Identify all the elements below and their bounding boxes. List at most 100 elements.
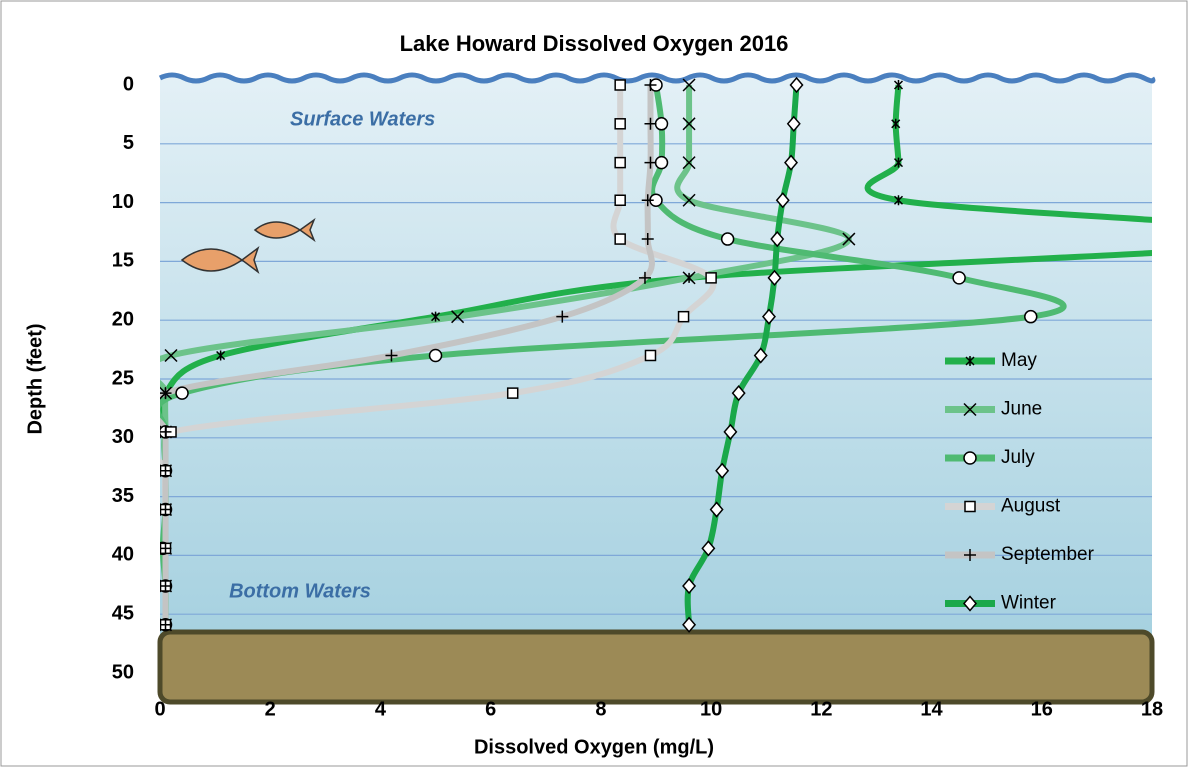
marker	[556, 310, 569, 323]
marker	[614, 79, 626, 91]
annotation: Surface Waters	[290, 108, 435, 130]
marker	[963, 402, 977, 417]
marker	[160, 579, 172, 592]
legend-label: August	[1001, 496, 1061, 517]
marker	[715, 462, 730, 479]
marker	[786, 115, 801, 132]
marker	[641, 194, 654, 207]
x-tick-label: 2	[265, 698, 276, 720]
x-tick-label: 8	[595, 698, 606, 720]
marker	[428, 348, 443, 363]
marker	[644, 117, 657, 130]
y-axis-title: Depth (feet)	[24, 323, 46, 434]
marker	[761, 308, 776, 325]
marker	[160, 618, 172, 631]
marker	[963, 595, 977, 612]
marker	[965, 356, 975, 366]
y-tick-label: 30	[112, 426, 134, 448]
marker	[614, 233, 626, 245]
x-tick-label: 10	[700, 698, 722, 720]
marker	[641, 233, 654, 246]
marker	[891, 118, 901, 129]
marker	[842, 232, 856, 246]
marker	[614, 194, 626, 206]
annotation: Bottom Waters	[229, 580, 371, 602]
marker	[160, 464, 172, 477]
marker	[964, 500, 976, 513]
marker	[963, 451, 977, 465]
marker	[506, 387, 519, 399]
y-tick-label: 15	[112, 250, 134, 272]
marker	[709, 501, 724, 518]
x-tick-label: 12	[810, 698, 832, 720]
marker	[385, 349, 398, 362]
x-axis-title: Dissolved Oxygen (mg/L)	[474, 736, 714, 758]
legend-label: Winter	[1001, 593, 1057, 614]
marker	[682, 117, 696, 131]
y-tick-label: 45	[112, 602, 134, 624]
marker	[682, 271, 696, 285]
marker	[682, 78, 696, 92]
marker	[614, 156, 626, 169]
x-tick-label: 6	[485, 698, 496, 720]
plot	[160, 76, 1152, 633]
marker	[731, 384, 746, 402]
marker	[160, 542, 172, 555]
marker	[705, 272, 717, 284]
marker	[175, 386, 189, 400]
y-tick-label: 10	[112, 191, 134, 213]
marker	[160, 425, 172, 438]
marker	[216, 350, 226, 361]
x-tick-label: 0	[154, 698, 165, 720]
marker	[952, 271, 966, 285]
y-tick-label: 40	[112, 544, 134, 566]
marker	[614, 118, 626, 130]
y-tick-label: 25	[112, 367, 134, 389]
x-tick-label: 16	[1031, 698, 1053, 720]
marker	[964, 549, 976, 561]
marker	[638, 271, 651, 284]
marker	[644, 79, 657, 91]
marker	[723, 423, 738, 441]
marker	[770, 230, 785, 248]
marker	[654, 117, 669, 131]
marker	[682, 577, 697, 595]
marker	[767, 269, 782, 287]
marker	[682, 193, 696, 207]
lake-bottom	[157, 629, 1155, 705]
marker	[1024, 309, 1038, 324]
y-tick-label: 35	[112, 485, 134, 507]
marker	[701, 540, 716, 557]
marker	[451, 310, 465, 324]
x-tick-label: 4	[375, 698, 387, 720]
chart-title: Lake Howard Dissolved Oxygen 2016	[400, 31, 789, 56]
marker	[644, 156, 657, 169]
marker	[893, 195, 904, 206]
marker	[720, 232, 735, 246]
legend-label: June	[1001, 399, 1042, 420]
marker	[431, 311, 441, 322]
x-tick-label: 18	[1141, 698, 1163, 720]
fish	[180, 217, 316, 275]
water-surface	[158, 72, 1156, 84]
marker	[160, 387, 172, 400]
y-tick-label: 5	[123, 132, 134, 154]
marker	[775, 192, 790, 209]
marker	[654, 155, 669, 170]
marker	[789, 76, 804, 94]
marker	[164, 348, 178, 363]
legend-label: September	[1001, 544, 1095, 565]
marker	[753, 347, 768, 364]
marker	[682, 616, 697, 633]
y-tick-label: 20	[112, 308, 134, 330]
marker	[784, 154, 799, 171]
marker	[160, 503, 172, 516]
marker	[644, 349, 657, 362]
marker	[893, 157, 904, 168]
marker	[682, 156, 696, 170]
marker	[893, 80, 904, 90]
x-tick-label: 14	[920, 698, 943, 720]
y-tick-label: 0	[123, 73, 134, 95]
y-tick-label: 50	[112, 661, 134, 683]
